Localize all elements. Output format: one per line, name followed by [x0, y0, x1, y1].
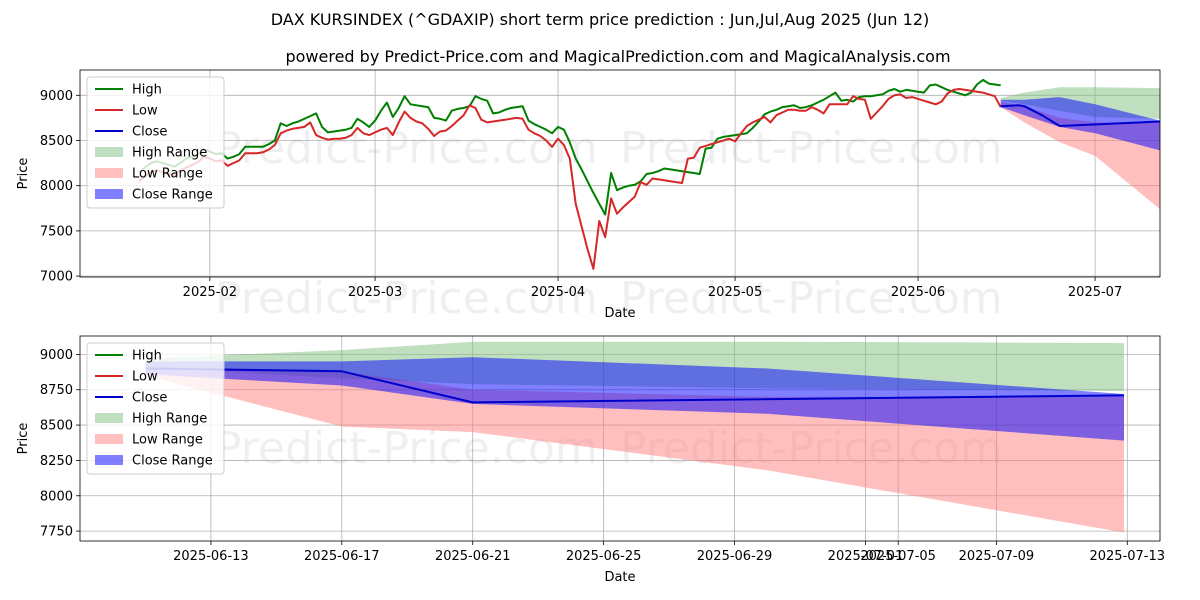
x-tick-label: 2025-06-13	[173, 549, 249, 564]
x-tick-label: 2025-06	[891, 285, 945, 300]
x-tick-label: 2025-03	[348, 285, 402, 300]
watermark-text: Predict-Price.com	[620, 123, 1003, 174]
watermark-text: Predict-Price.com	[215, 123, 598, 174]
y-tick-label: 8750	[40, 383, 73, 398]
y-tick-label: 8000	[40, 179, 73, 194]
legend-label-low: Low	[132, 104, 158, 119]
x-tick-label: 2025-05	[708, 285, 762, 300]
x-tick-label: 2025-06-17	[304, 549, 380, 564]
top-chart-panel: 2025-02 2025-03 2025-04 2025-05 2025-06 2025-…	[16, 69, 1161, 321]
legend-label-close-range: Close Range	[132, 188, 213, 203]
x-tick-label: 2025-02	[183, 285, 237, 300]
legend-label-high-range: High Range	[132, 146, 207, 161]
watermark-text: Predict-Price.com	[620, 273, 1003, 324]
chart-subtitle: powered by Predict-Price.com and Magical…	[285, 47, 950, 66]
legend-label-close: Close	[132, 391, 167, 406]
y-tick-label: 7000	[40, 270, 73, 285]
x-tick-label: 2025-07-09	[959, 549, 1035, 564]
plot-area	[145, 341, 1125, 533]
y-tick-label: 8250	[40, 454, 73, 469]
axes-frame	[79, 335, 1161, 542]
legend-swatch-low-range	[95, 168, 123, 178]
watermark-text: Predict-Price.com	[215, 273, 598, 324]
legend-swatch-low-range	[95, 434, 123, 444]
close-range-band	[145, 357, 1124, 441]
y-tick-label: 7500	[40, 224, 73, 239]
y-tick-label: 9000	[40, 348, 73, 363]
legend-swatch-close-range	[95, 455, 123, 465]
x-tick-label: 2025-07-05	[860, 549, 936, 564]
x-axis-label: Date	[604, 306, 635, 321]
y-axis-label: Price	[16, 158, 31, 190]
y-tick-label: 9000	[40, 89, 73, 104]
y-tick-label: 8000	[40, 489, 73, 504]
legend-label-low-range: Low Range	[132, 433, 203, 448]
legend-label-high: High	[132, 83, 162, 98]
legend-label-close-range: Close Range	[132, 454, 213, 469]
close-series-line	[1000, 104, 1160, 127]
chart-title: DAX KURSINDEX (^GDAXIP) short term price…	[271, 10, 930, 29]
legend-label-low-range: Low Range	[132, 167, 203, 182]
x-tick-label: 2025-07	[1068, 285, 1122, 300]
low-series-line	[138, 88, 1002, 270]
legend-label-high: High	[132, 349, 162, 364]
legend-swatch-high-range	[95, 413, 123, 423]
x-tick-label: 2025-06-29	[697, 549, 773, 564]
legend-swatch-high-range	[95, 147, 123, 157]
y-tick-label: 8500	[40, 134, 73, 149]
x-tick-label: 2025-06-21	[435, 549, 511, 564]
x-tick-label: 2025-07-13	[1089, 549, 1165, 564]
legend-label-high-range: High Range	[132, 412, 207, 427]
x-tick-label: 2025-07-01	[828, 549, 904, 564]
legend-label-low: Low	[132, 370, 158, 385]
close-range-band	[1000, 97, 1160, 151]
x-tick-label: 2025-06-25	[566, 549, 642, 564]
x-axis-label: Date	[604, 570, 635, 585]
y-tick-label: 8500	[40, 419, 73, 434]
plot-area	[138, 78, 1160, 270]
y-tick-label: 7750	[40, 525, 73, 540]
x-tick-label: 2025-04	[531, 285, 585, 300]
bottom-chart-panel: 2025-06-13 2025-06-17 2025-06-21 2025-06-25…	[16, 335, 1165, 585]
legend-label-close: Close	[132, 125, 167, 140]
axes-frame	[79, 69, 1161, 278]
legend-swatch-close-range	[95, 189, 123, 199]
y-axis-label: Price	[16, 423, 31, 455]
